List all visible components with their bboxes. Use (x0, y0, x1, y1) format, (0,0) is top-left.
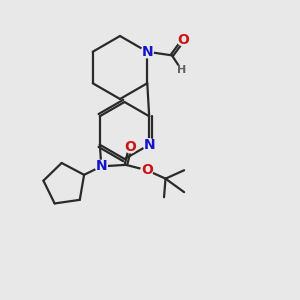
Circle shape (177, 34, 189, 46)
Circle shape (95, 160, 107, 172)
Circle shape (177, 65, 186, 74)
Text: N: N (142, 45, 153, 59)
Text: N: N (95, 159, 107, 173)
Text: O: O (177, 33, 189, 47)
Text: O: O (141, 163, 153, 177)
Text: H: H (177, 65, 186, 75)
Text: N: N (143, 138, 155, 152)
Text: O: O (124, 140, 136, 154)
Circle shape (141, 46, 153, 58)
Circle shape (124, 141, 136, 153)
Circle shape (143, 139, 155, 151)
Circle shape (141, 164, 153, 176)
